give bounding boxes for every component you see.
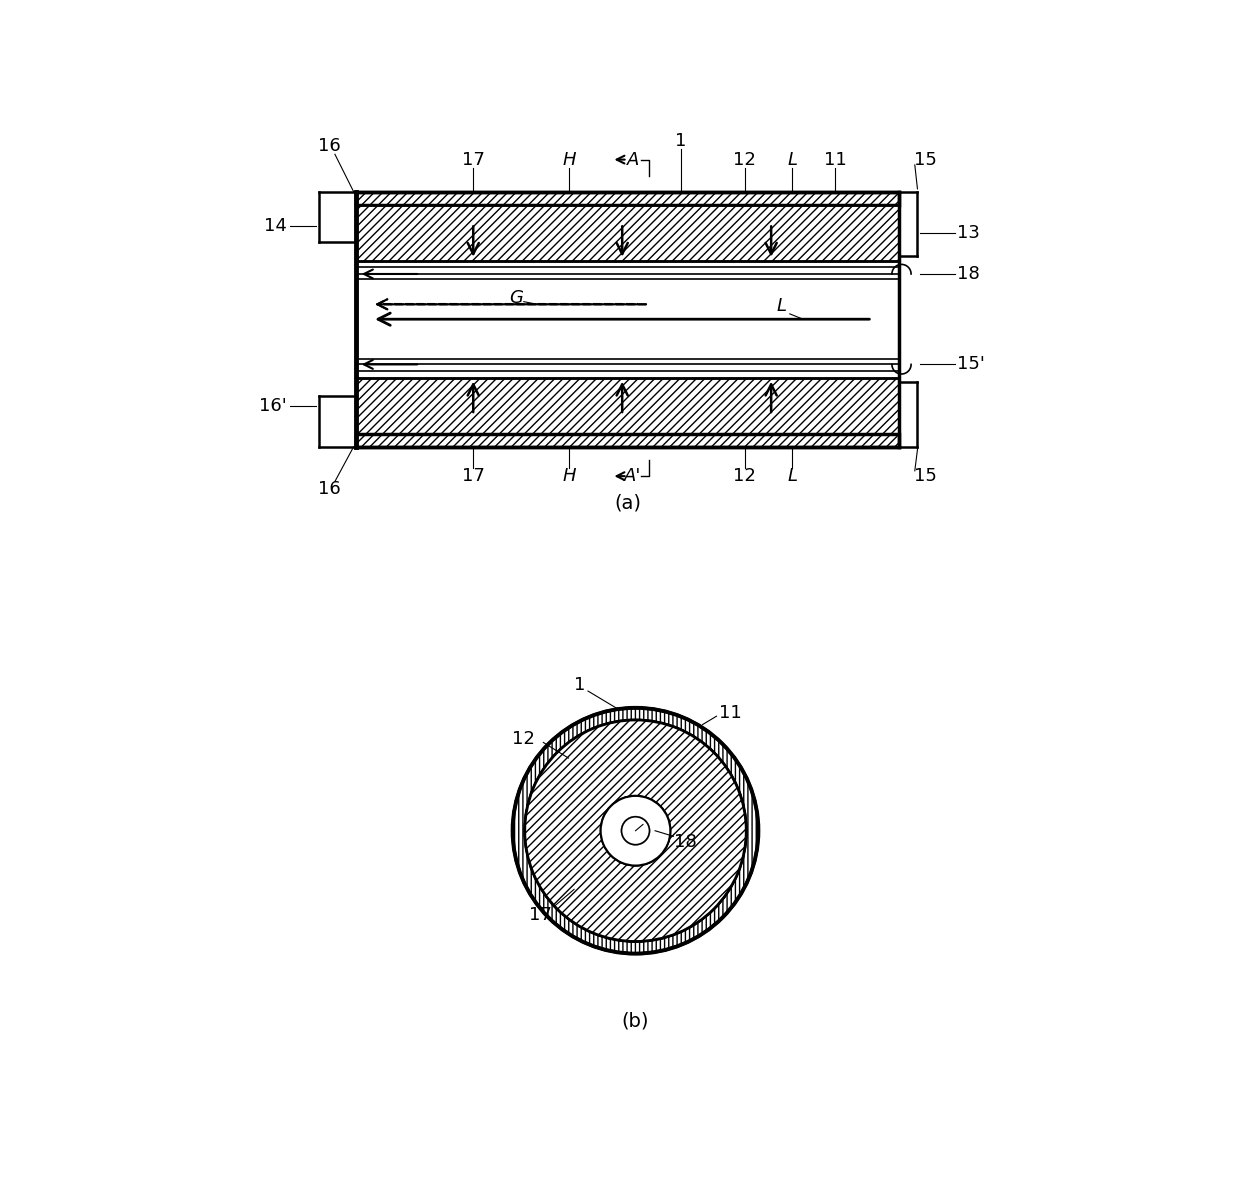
Text: (a): (a)	[614, 493, 641, 512]
Text: 12: 12	[733, 151, 756, 169]
Text: A: A	[626, 151, 639, 169]
Text: G: G	[508, 288, 523, 306]
Wedge shape	[512, 707, 759, 954]
Text: H: H	[562, 467, 575, 485]
Text: A': A'	[624, 467, 641, 485]
Text: L: L	[787, 151, 797, 169]
Wedge shape	[525, 721, 746, 941]
Circle shape	[621, 816, 650, 845]
Text: 13: 13	[957, 224, 981, 242]
Text: 1: 1	[675, 132, 687, 150]
Text: 11: 11	[823, 151, 847, 169]
Text: 18: 18	[957, 265, 980, 282]
Text: 1: 1	[574, 676, 585, 694]
Text: 17: 17	[461, 467, 485, 485]
Text: 17: 17	[461, 151, 485, 169]
Text: L: L	[787, 467, 797, 485]
Bar	[356, 205, 899, 261]
Text: 15': 15'	[957, 356, 986, 373]
Text: 12: 12	[733, 467, 756, 485]
Text: L: L	[776, 297, 787, 315]
Text: H: H	[562, 151, 575, 169]
Text: 17: 17	[529, 905, 552, 924]
Text: 16': 16'	[259, 396, 286, 414]
Wedge shape	[601, 796, 670, 865]
Text: 14: 14	[264, 217, 286, 235]
Text: 12: 12	[512, 729, 536, 748]
Bar	[356, 378, 899, 433]
Text: (b): (b)	[621, 1011, 650, 1031]
Text: 15: 15	[914, 467, 937, 485]
Text: 16: 16	[319, 138, 341, 156]
Text: 18: 18	[675, 833, 697, 851]
Text: 16: 16	[319, 480, 341, 498]
Text: 15: 15	[914, 151, 937, 169]
Text: 11: 11	[719, 704, 742, 723]
Bar	[356, 433, 899, 446]
Bar	[356, 192, 899, 205]
